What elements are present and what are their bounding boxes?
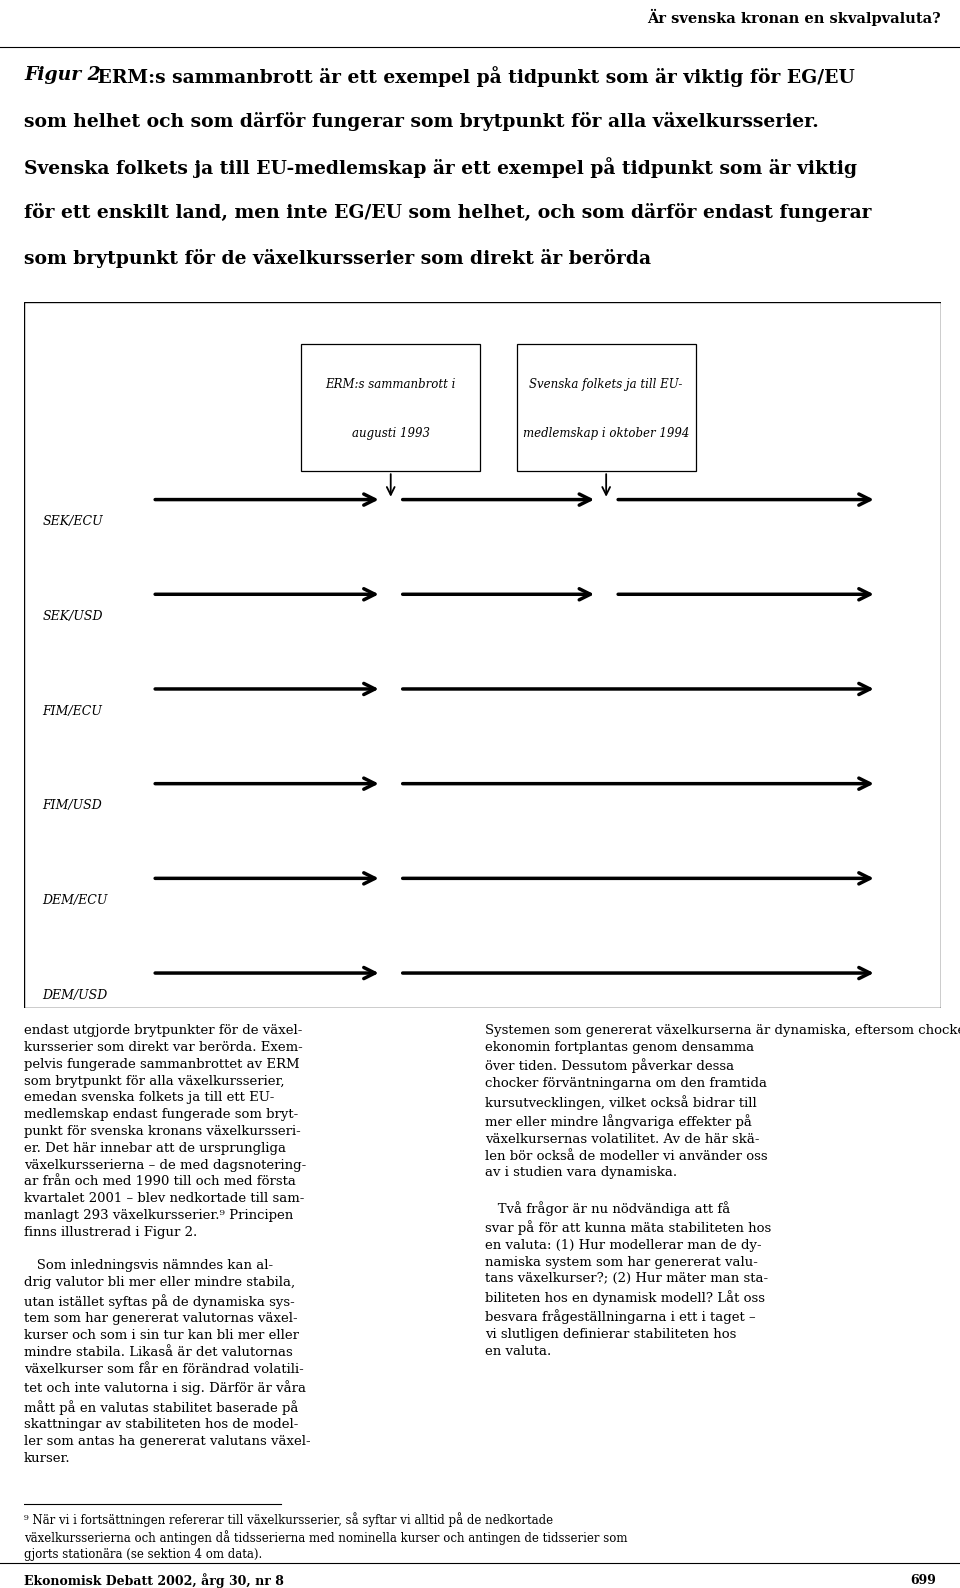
Text: FIM/USD: FIM/USD	[42, 799, 102, 811]
Text: SEK/USD: SEK/USD	[42, 610, 103, 622]
Text: endast utgjorde brytpunkter för de växel-
kursserier som direkt var berörda. Exe: endast utgjorde brytpunkter för de växel…	[24, 1024, 311, 1466]
Text: DEM/ECU: DEM/ECU	[42, 894, 108, 907]
Text: Systemen som genererat växelkurserna är dynamiska, eftersom chocker till
ekonomi: Systemen som genererat växelkurserna är …	[485, 1024, 960, 1358]
Bar	[301, 345, 480, 472]
Text: som brytpunkt för de växelkursserier som direkt är berörda: som brytpunkt för de växelkursserier som…	[24, 249, 651, 268]
Text: Figur 2: Figur 2	[24, 65, 101, 84]
Text: medlemskap i oktober 1994: medlemskap i oktober 1994	[523, 427, 689, 440]
Text: Ekonomisk Debatt 2002, årg 30, nr 8: Ekonomisk Debatt 2002, årg 30, nr 8	[24, 1574, 284, 1588]
Text: FIM/ECU: FIM/ECU	[42, 705, 102, 718]
Text: 699: 699	[910, 1574, 936, 1588]
Text: SEK/ECU: SEK/ECU	[42, 515, 103, 529]
Text: Är svenska kronan en skvalpvaluta?: Är svenska kronan en skvalpvaluta?	[647, 10, 941, 27]
Text: ⁹ När vi i fortsättningen refererar till växelkursserier, så syftar vi alltid på: ⁹ När vi i fortsättningen refererar till…	[24, 1512, 628, 1561]
Text: ERM:s sammanbrott är ett exempel på tidpunkt som är viktig för EG/EU: ERM:s sammanbrott är ett exempel på tidp…	[91, 65, 854, 87]
Text: Svenska folkets ja till EU-medlemskap är ett exempel på tidpunkt som är viktig: Svenska folkets ja till EU-medlemskap är…	[24, 157, 857, 178]
Text: ERM:s sammanbrott i: ERM:s sammanbrott i	[325, 378, 456, 391]
Text: för ett enskilt land, men inte EG/EU som helhet, och som därför endast fungerar: för ett enskilt land, men inte EG/EU som…	[24, 203, 872, 222]
Text: som helhet och som därför fungerar som brytpunkt för alla växelkursserier.: som helhet och som därför fungerar som b…	[24, 111, 819, 130]
Text: DEM/USD: DEM/USD	[42, 989, 108, 1002]
Bar	[516, 345, 696, 472]
Text: Svenska folkets ja till EU-: Svenska folkets ja till EU-	[530, 378, 683, 391]
Text: augusti 1993: augusti 1993	[351, 427, 430, 440]
